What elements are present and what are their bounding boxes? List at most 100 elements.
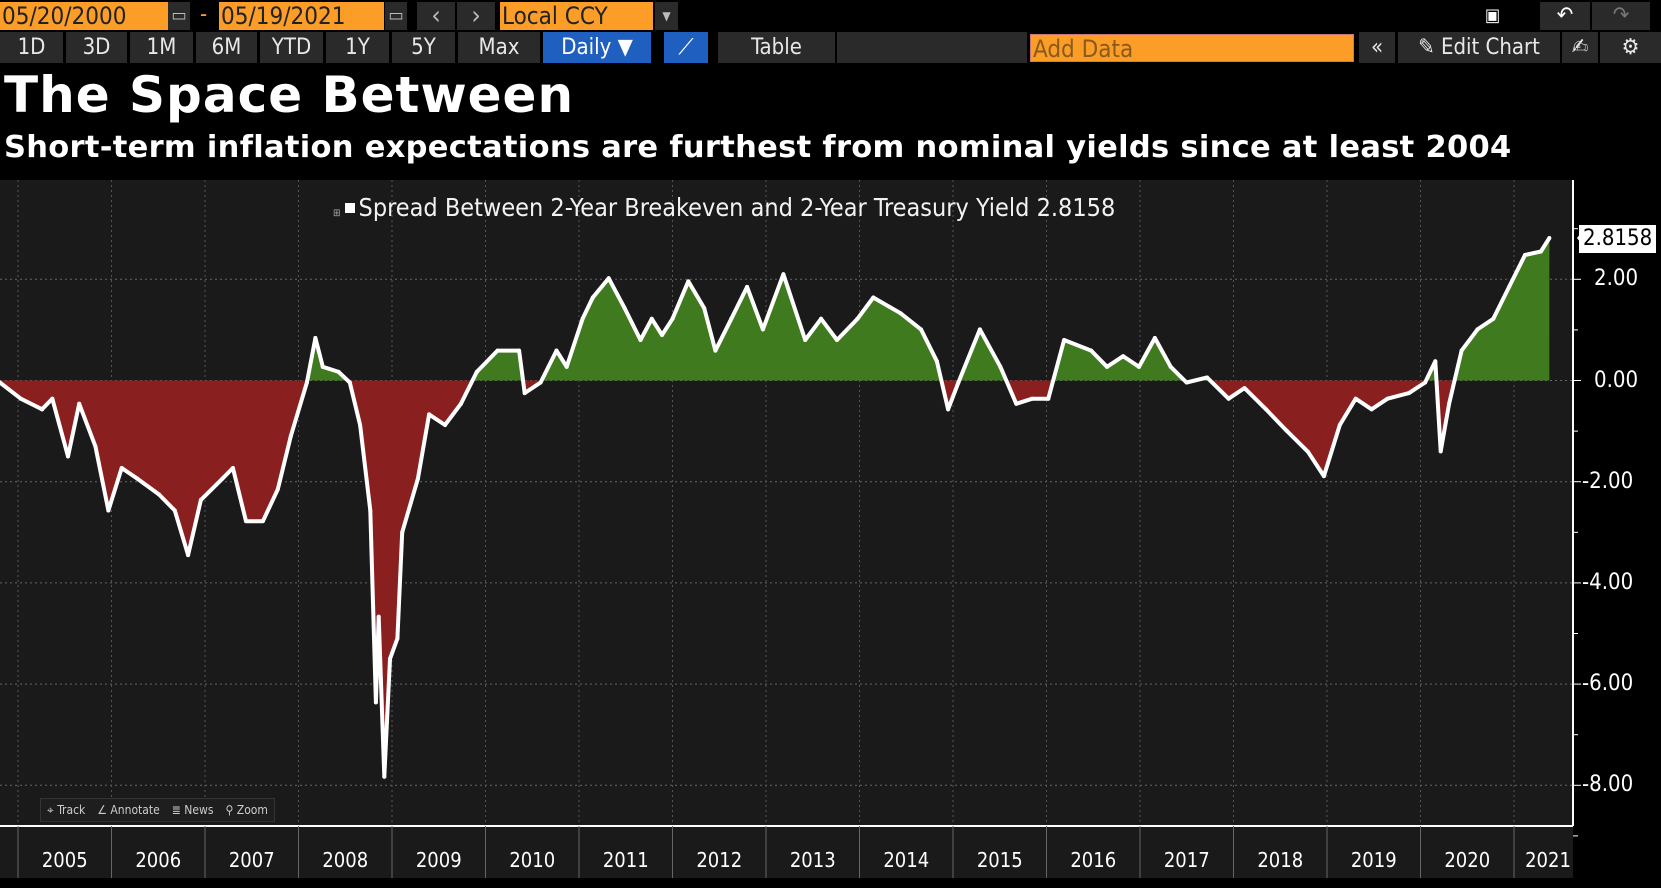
data-point (1089, 348, 1094, 353)
x-tick-label: 2009 (415, 848, 462, 872)
last-value-label: 2.8158 (1579, 225, 1657, 253)
data-point (313, 335, 318, 340)
period-button-6m[interactable]: 6M (196, 32, 257, 63)
data-point (1184, 380, 1189, 385)
add-data-input[interactable]: Add Data (1030, 34, 1354, 63)
data-point (1491, 316, 1496, 321)
table-button[interactable]: Table (718, 32, 835, 63)
line-chart-icon[interactable]: ⟋ (664, 32, 708, 63)
data-point (1205, 375, 1210, 380)
data-point (0, 380, 2, 385)
date-separator: - (200, 2, 208, 27)
end-date-field[interactable]: 05/19/2021 (219, 2, 384, 30)
data-point (443, 423, 448, 428)
data-point (1121, 354, 1126, 359)
period-button-1y[interactable]: 1Y (326, 32, 389, 63)
data-point (400, 530, 405, 535)
data-point (336, 369, 341, 374)
period-button-3d[interactable]: 3D (66, 32, 127, 63)
data-point (745, 284, 750, 289)
data-point (781, 272, 786, 277)
data-point (275, 487, 280, 492)
x-tick-label: 2019 (1350, 848, 1397, 872)
gear-icon[interactable]: ⚙ (1600, 32, 1661, 63)
chart-subtitle: Short-term inflation expectations are fu… (4, 130, 1512, 165)
data-point (186, 553, 191, 558)
data-point (376, 614, 381, 619)
data-point (320, 364, 325, 369)
y-tick-label: -6.00 (1582, 671, 1634, 697)
edit-chart-label: Edit Chart (1440, 35, 1540, 60)
next-button[interactable]: › (457, 2, 495, 30)
data-point (156, 492, 161, 497)
data-point (1306, 449, 1311, 454)
period-button-5y[interactable]: 5Y (392, 32, 455, 63)
data-point (898, 311, 903, 316)
data-point (554, 348, 559, 353)
x-tick-label: 2017 (1163, 848, 1210, 872)
track-tool[interactable]: ⌖ Track (41, 799, 92, 821)
x-tick-label: 2021 (1525, 848, 1571, 872)
data-point (495, 348, 500, 353)
play-icon[interactable]: ▣ (1475, 2, 1510, 30)
x-tick-label: 2015 (976, 848, 1023, 872)
x-tick-label: 2005 (41, 848, 88, 872)
calendar-icon[interactable]: ▭ (168, 2, 190, 30)
legend-last-value: 2.8158 (1036, 193, 1116, 222)
data-point (580, 316, 585, 321)
pencil-icon: ✎ (1418, 35, 1441, 60)
period-button-1m[interactable]: 1M (130, 32, 193, 63)
data-point (1284, 428, 1289, 433)
period-button-1d[interactable]: 1D (0, 32, 63, 63)
data-point (670, 316, 675, 321)
data-point (1507, 284, 1512, 289)
data-point (977, 327, 982, 332)
data-point (538, 380, 543, 385)
start-date-field[interactable]: 05/20/2000 (0, 2, 168, 30)
period-button-ytd[interactable]: YTD (260, 32, 323, 63)
chart-title: The Space Between (4, 66, 575, 124)
news-tool[interactable]: ≣ News (165, 799, 220, 821)
data-point (686, 279, 691, 284)
data-point (368, 508, 373, 513)
x-tick-label: 2010 (509, 848, 556, 872)
x-tick-label: 2014 (883, 848, 930, 872)
collapse-button[interactable]: « (1359, 32, 1395, 63)
data-point (956, 380, 961, 385)
data-point (713, 348, 718, 353)
period-button-max[interactable]: Max (458, 32, 540, 63)
frequency-dropdown[interactable]: Daily ▼ (543, 32, 651, 63)
data-point (243, 519, 248, 524)
data-point (1369, 407, 1374, 412)
data-point (1385, 396, 1390, 401)
x-tick-label: 2008 (322, 848, 369, 872)
data-point (415, 476, 420, 481)
data-point (606, 276, 611, 281)
zoom-tool[interactable]: ⚲ Zoom (219, 799, 274, 821)
data-point (198, 497, 203, 502)
chevron-down-icon[interactable]: ▼ (655, 2, 678, 30)
edit-notes-icon[interactable]: ✍ (1562, 32, 1598, 63)
calendar-icon[interactable]: ▭ (385, 2, 407, 30)
prev-button[interactable]: ‹ (417, 2, 455, 30)
data-point (172, 508, 177, 513)
data-point (729, 316, 734, 321)
data-point (517, 348, 522, 353)
data-point (1321, 474, 1326, 479)
data-point (855, 316, 860, 321)
y-tick-label: -8.00 (1582, 772, 1634, 798)
x-tick-label: 2007 (228, 848, 275, 872)
y-tick-label: -2.00 (1582, 468, 1634, 494)
y-tick-label: 2.00 (1594, 266, 1639, 292)
data-point (220, 476, 225, 481)
undo-icon[interactable]: ↶ (1540, 2, 1590, 30)
x-tick-label: 2018 (1257, 848, 1304, 872)
x-tick-label: 2016 (1070, 848, 1117, 872)
redo-icon[interactable]: ↷ (1592, 2, 1650, 30)
edit-chart-button[interactable]: ✎ Edit Chart (1398, 32, 1560, 63)
data-point (659, 332, 664, 337)
annotate-tool[interactable]: ∠ Annotate (91, 799, 166, 821)
data-point (474, 369, 479, 374)
currency-select[interactable]: Local CCY (500, 2, 653, 30)
